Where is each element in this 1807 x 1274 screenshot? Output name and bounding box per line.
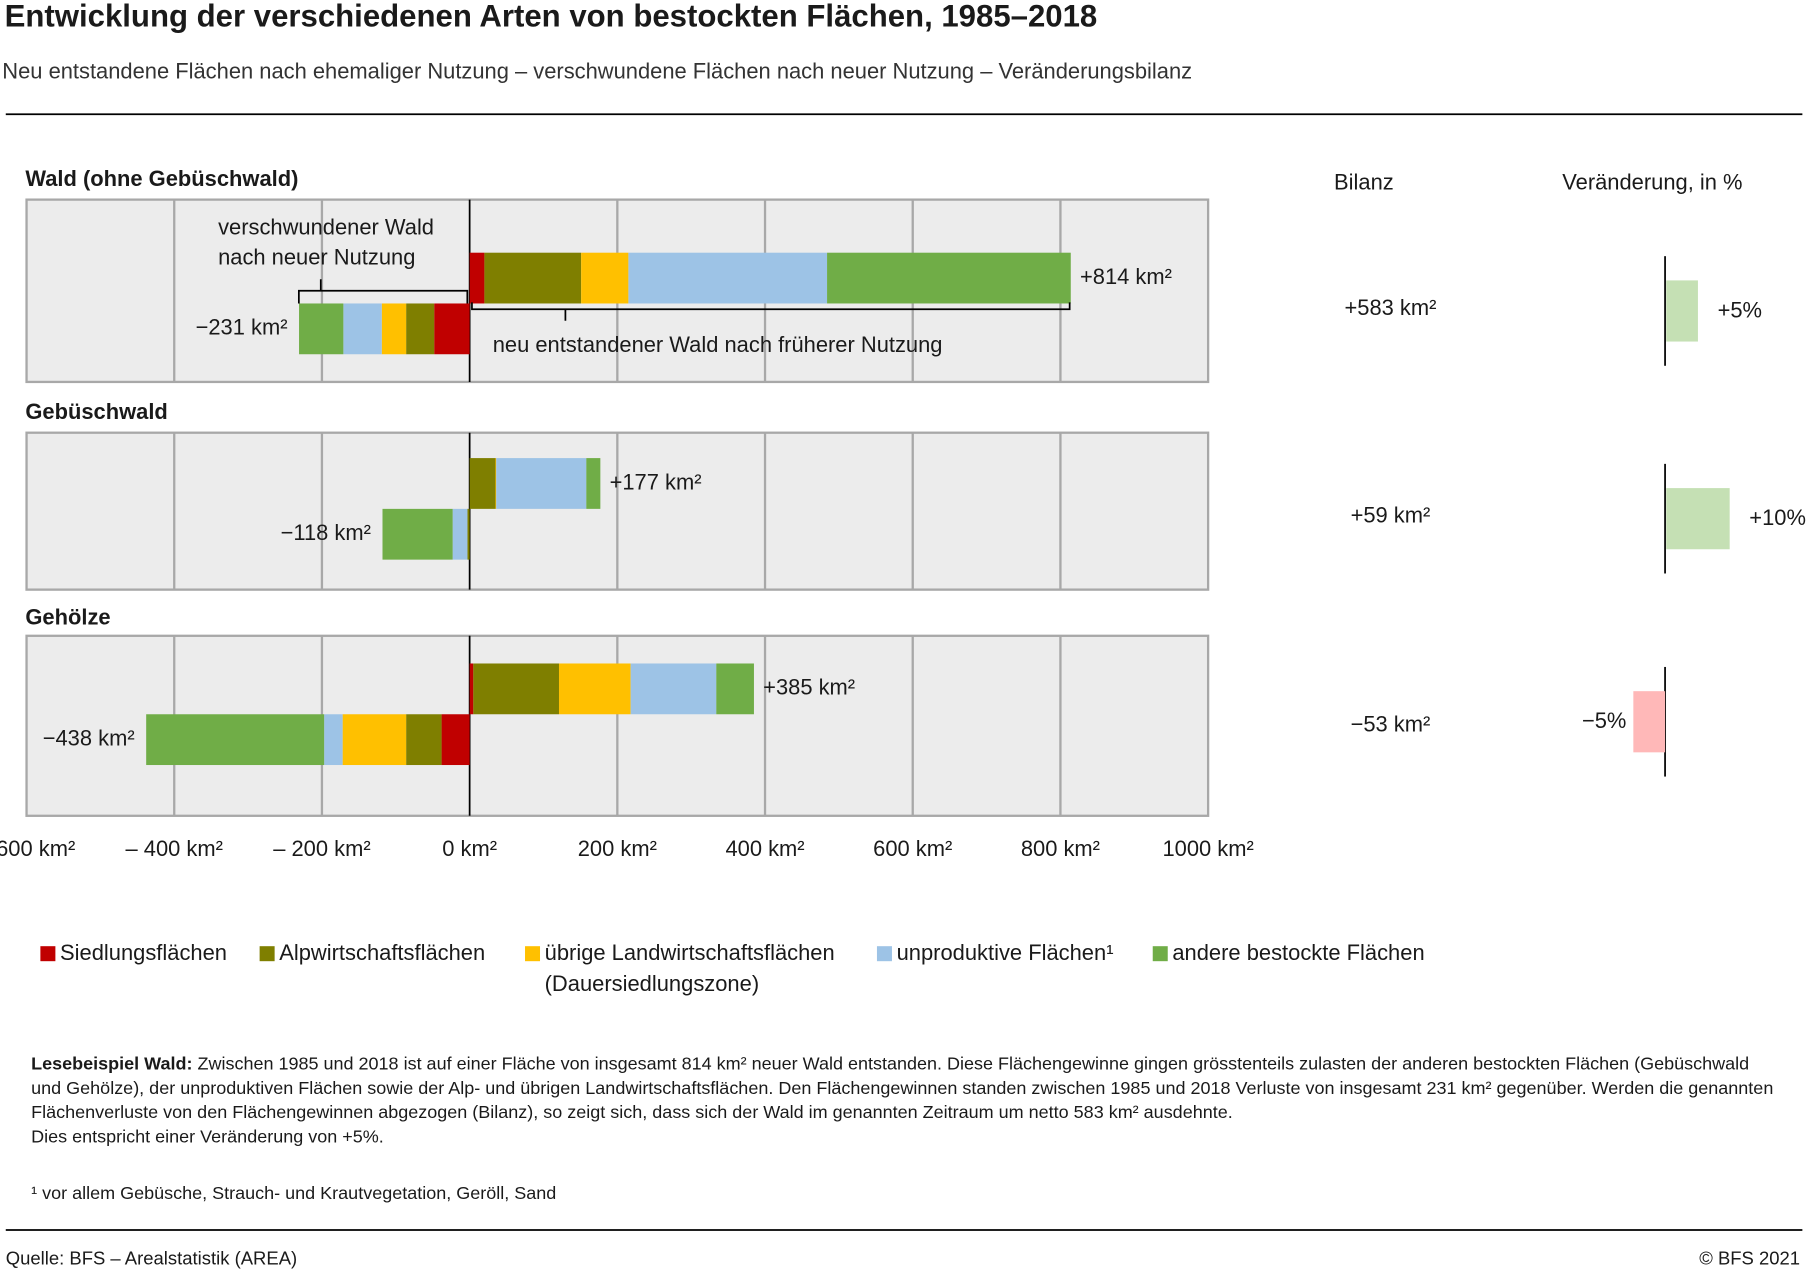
reading-text: Zwischen 1985 und 2018 ist auf einer Flä… — [31, 1054, 1774, 1123]
x-tick-label: 600 km² — [873, 836, 952, 861]
bracket — [297, 279, 469, 304]
copyright: © BFS 2021 — [1699, 1249, 1801, 1270]
legend-label: übrige Landwirtschaftsflächen (Dauersied… — [544, 941, 835, 997]
x-tick-label: 200 km² — [578, 836, 657, 861]
bar-segment — [496, 458, 587, 509]
bracket — [471, 302, 1071, 321]
bar-segment — [473, 663, 559, 715]
bar-segment — [827, 252, 1071, 304]
x-tick-label: 400 km² — [725, 836, 804, 861]
change-label: −5% — [1582, 708, 1626, 733]
balance-label: +59 km² — [1351, 503, 1431, 528]
value-label: +814 km² — [1080, 264, 1172, 289]
source: Quelle: BFS – Arealstatistik (AREA) — [5, 1249, 298, 1270]
legend-swatch — [876, 946, 892, 962]
value-label: −231 km² — [196, 315, 288, 340]
legend-swatch — [525, 946, 541, 962]
value-label: +177 km² — [610, 469, 702, 494]
panel-title: Gebüschwald — [25, 399, 167, 424]
bar-segment — [586, 458, 601, 509]
balance-label: −53 km² — [1351, 712, 1431, 737]
change-bar — [1666, 488, 1730, 550]
bar-segment — [484, 252, 582, 304]
x-tick-label: 1000 km² — [1162, 836, 1253, 861]
reading-example: Lesebeispiel Wald: Zwischen 1985 und 201… — [31, 1052, 1779, 1149]
change-bar — [1633, 691, 1666, 753]
bar-segment — [382, 508, 453, 560]
bar-segment — [381, 303, 407, 355]
column-header: Veränderung, in % — [1562, 169, 1742, 194]
bar-segment — [495, 458, 497, 509]
bar-segment — [441, 714, 470, 766]
legend-label: andere bestockte Flächen — [1172, 941, 1425, 966]
footnote: ¹ vor allem Gebüsche, Strauch- und Kraut… — [31, 1183, 557, 1204]
column-header: Bilanz — [1334, 169, 1394, 194]
panel-title: Wald (ohne Gebüschwald) — [25, 166, 298, 191]
reading-label: Lesebeispiel Wald: — [31, 1054, 193, 1075]
legend-label: unproduktive Flächen¹ — [896, 941, 1114, 966]
x-tick-label: – 600 km² — [0, 836, 75, 861]
x-tick-label: – 400 km² — [126, 836, 223, 861]
change-label: +10% — [1749, 505, 1806, 530]
bar-segment — [452, 508, 468, 560]
bar-segment — [146, 714, 325, 766]
bar-segment — [630, 663, 717, 715]
bar-segment — [324, 714, 343, 766]
legend-label: Siedlungsflächen — [60, 941, 227, 966]
panels: Wald (ohne Gebüschwald) +814 km² −231 km² +… — [25, 166, 1806, 817]
bar-segment — [342, 714, 407, 766]
legend-label: Alpwirtschaftsflächen — [279, 941, 486, 966]
annotation: verschwundener Wald — [218, 214, 434, 239]
bar-segment — [467, 508, 470, 560]
chart-subtitle: Neu entstandene Flächen nach ehemaliger … — [2, 58, 1192, 83]
reading-text: Dies entspricht einer Veränderung von +5… — [31, 1127, 384, 1147]
value-label: −438 km² — [43, 725, 135, 750]
bar-segment — [558, 663, 631, 715]
balance-label: +583 km² — [1344, 295, 1436, 320]
bar-segment — [299, 303, 344, 355]
chart-title: Entwicklung der verschiedenen Arten von … — [5, 0, 1098, 34]
panel-title: Gehölze — [25, 604, 110, 629]
bar-segment — [406, 714, 442, 766]
bar-segment — [469, 252, 485, 304]
bar-segment — [469, 458, 496, 509]
bar-segment — [406, 303, 435, 355]
annotation: nach neuer Nutzung — [218, 244, 415, 269]
legend-swatch — [1152, 946, 1168, 962]
value-label: −118 km² — [281, 520, 371, 545]
x-tick-label: 0 km² — [442, 836, 497, 861]
bar-segment — [628, 252, 828, 304]
bar-segment — [716, 663, 754, 715]
change-label: +5% — [1718, 297, 1762, 322]
legend-swatch — [40, 946, 56, 962]
x-tick-label: 800 km² — [1021, 836, 1100, 861]
bar-segment — [434, 303, 470, 355]
bar-segment — [581, 252, 629, 304]
bar-segment — [343, 303, 382, 355]
legend-swatch — [259, 946, 275, 962]
value-label: +385 km² — [763, 675, 855, 700]
annotation: neu entstandener Wald nach früherer Nutz… — [493, 332, 943, 357]
change-bar — [1666, 280, 1698, 342]
bar-segment — [469, 663, 474, 715]
x-tick-label: – 200 km² — [273, 836, 370, 861]
